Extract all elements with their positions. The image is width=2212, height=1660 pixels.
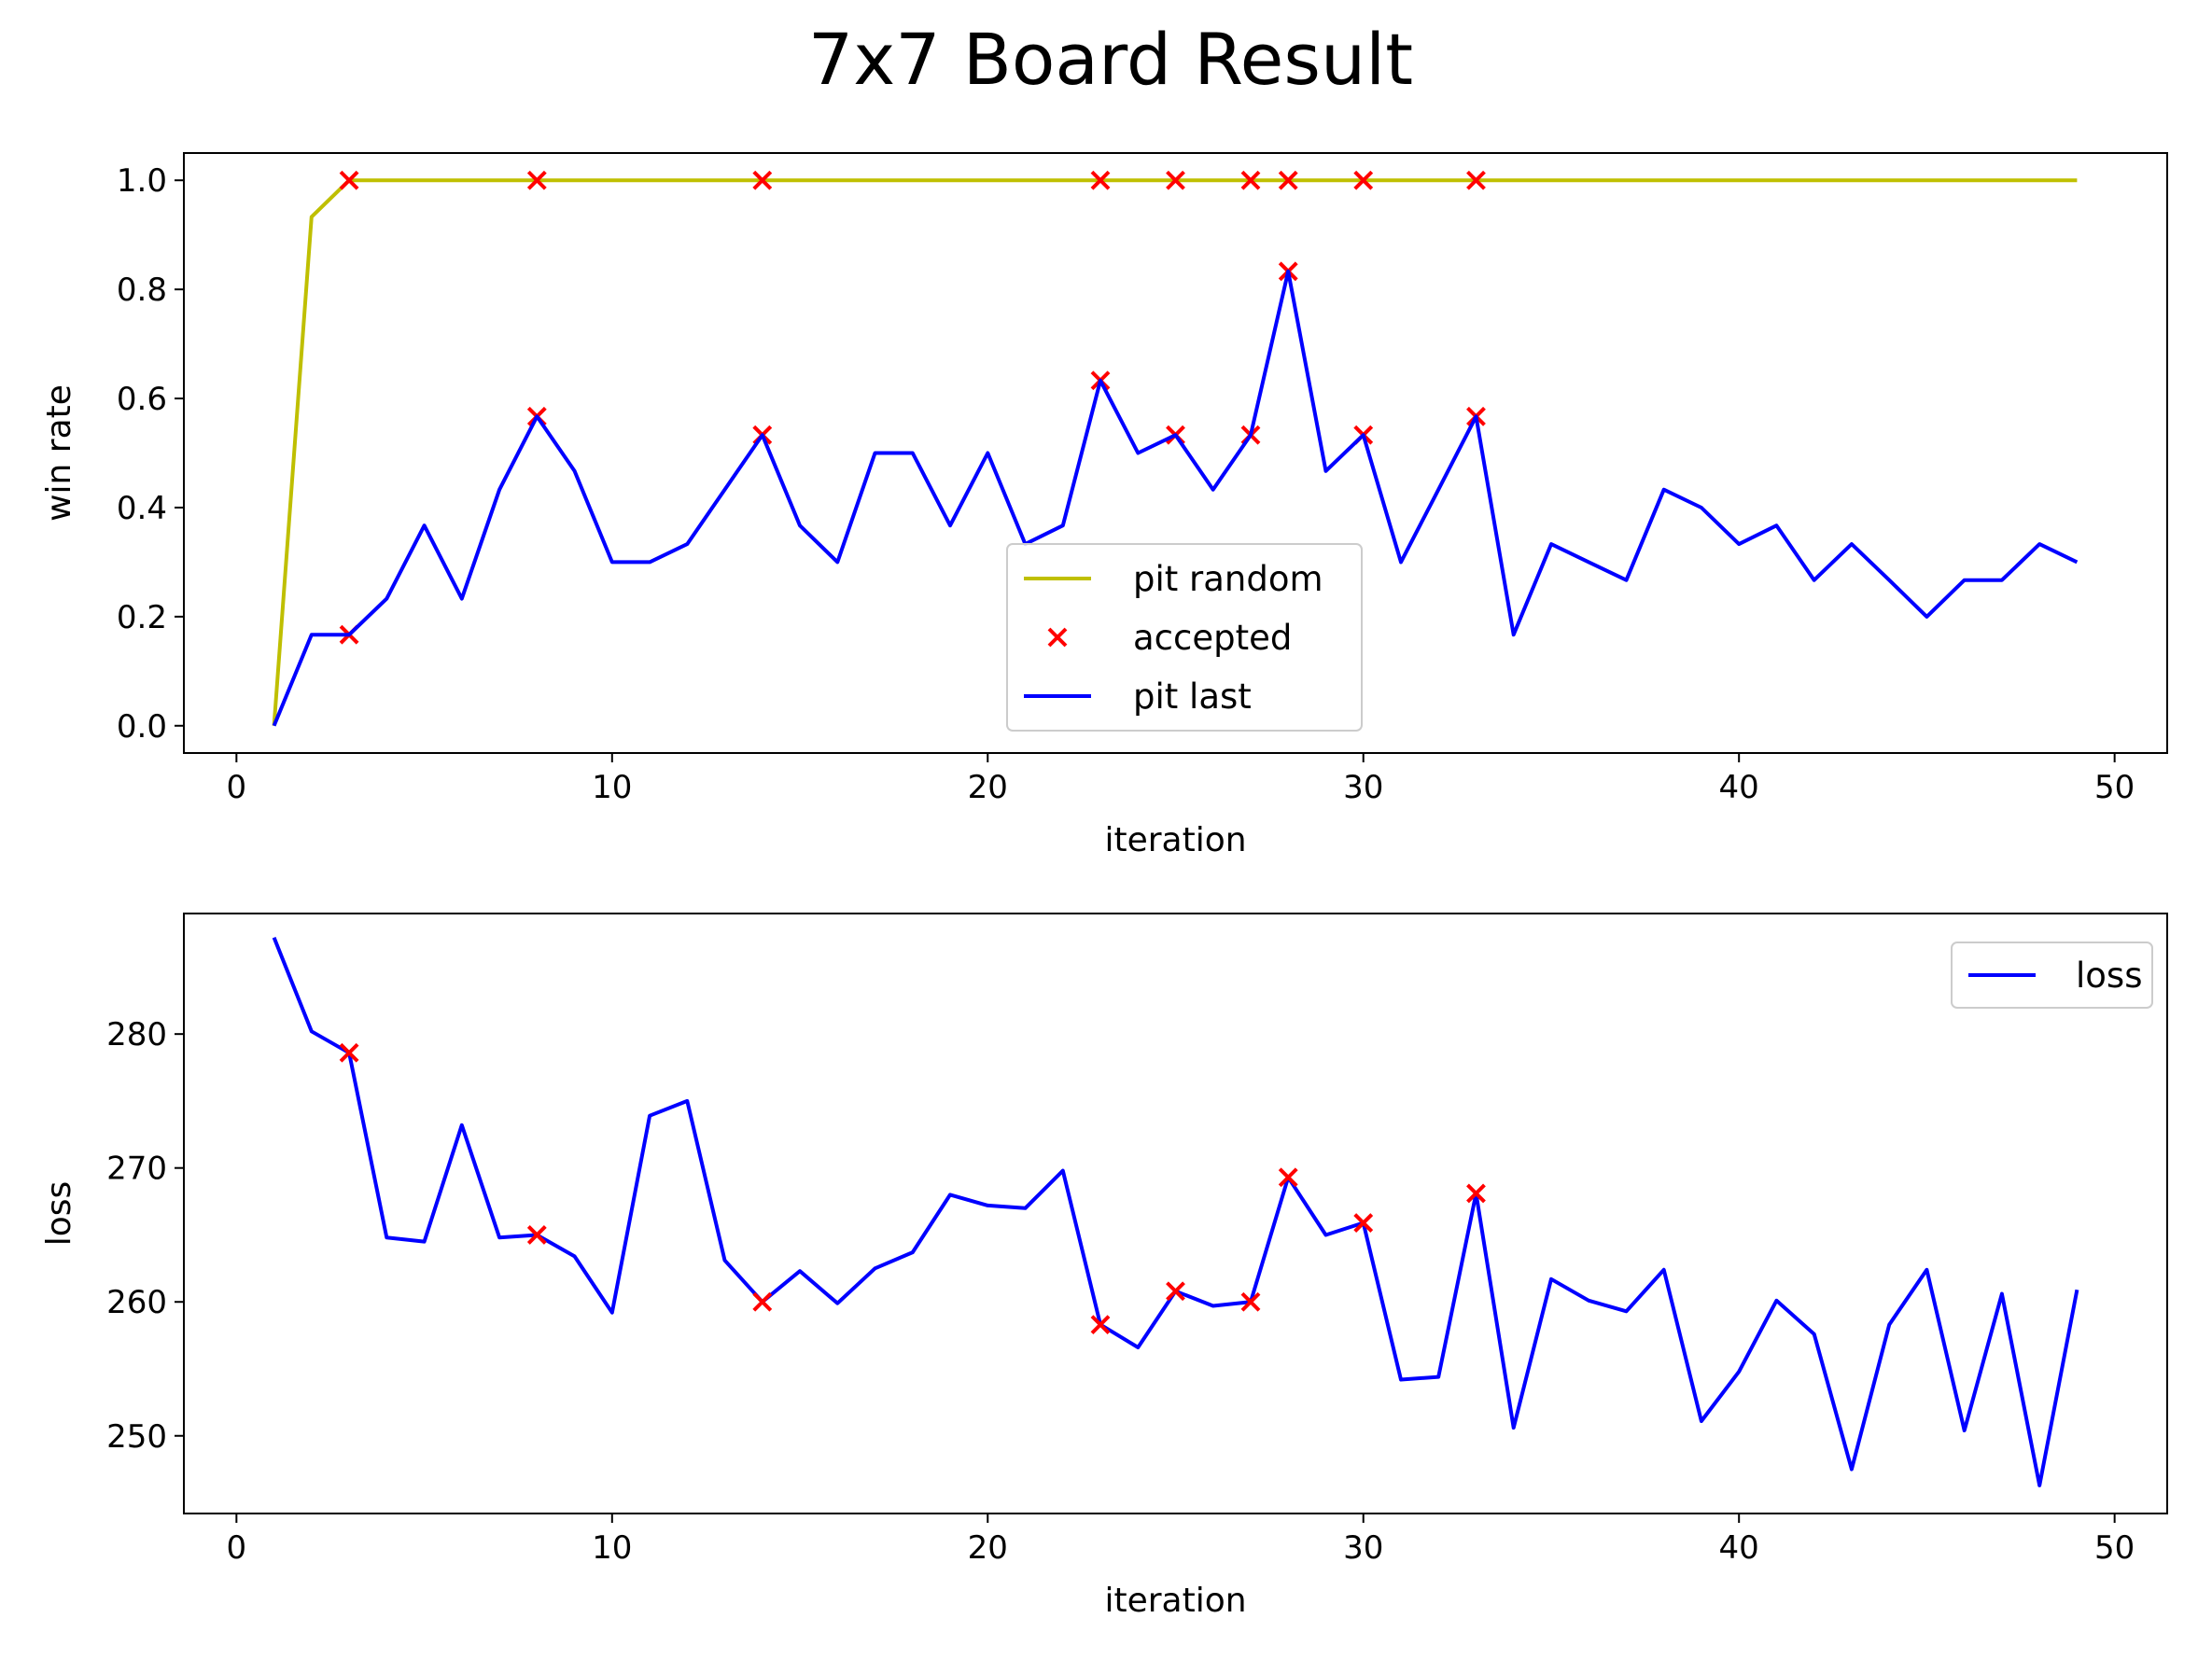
loss-y-tick-label: 250	[106, 1418, 167, 1456]
loss-x-tick-label: 30	[1343, 1529, 1383, 1567]
loss-accepted-marker	[526, 1225, 547, 1245]
winrate-y-axis-label: win rate	[40, 384, 78, 522]
winrate-x-tick-label: 10	[592, 769, 632, 806]
winrate-x-tick-label: 0	[227, 769, 247, 806]
winrate-accepted-marker	[339, 170, 359, 190]
winrate-accepted-marker	[526, 170, 547, 190]
loss-axes-frame	[183, 913, 2168, 1514]
winrate-accepted-marker	[1090, 170, 1111, 190]
winrate-accepted-marker	[1166, 170, 1185, 190]
winrate-x-tick-label: 30	[1343, 769, 1383, 806]
loss-accepted-marker	[1353, 1213, 1374, 1233]
loss-y-tick-label: 270	[106, 1151, 167, 1188]
loss-accepted-marker	[1466, 1183, 1486, 1204]
winrate-accepted-marker	[752, 170, 773, 190]
loss-x-axis-label: iteration	[1104, 1582, 1246, 1620]
winrate-accepted-marker	[1353, 170, 1374, 190]
chart-title: 7x7 Board Result	[808, 18, 1413, 101]
winrate-legend: pit random accepted pit last	[1006, 543, 1363, 732]
winrate-y-tick-label: 1.0	[117, 162, 167, 200]
loss-accepted-marker	[1166, 1281, 1185, 1302]
loss-x-tick-label: 40	[1719, 1529, 1759, 1567]
winrate-accepted-marker	[1240, 170, 1261, 190]
loss-accepted-marker	[339, 1042, 359, 1063]
winrate-accepted-marker	[1278, 170, 1298, 190]
loss-y-tick-label: 280	[106, 1016, 167, 1053]
winrate-axes-frame	[183, 152, 2168, 754]
loss-x-tick-label: 50	[2094, 1529, 2135, 1567]
winrate-y-tick-label: 0.4	[117, 490, 167, 527]
legend-label-pit-last: pit last	[1133, 677, 1252, 717]
loss-legend: loss	[1951, 942, 2153, 1009]
winrate-x-tick-label: 50	[2094, 769, 2135, 806]
loss-accepted-marker	[1090, 1315, 1111, 1335]
loss-y-tick-label: 260	[106, 1284, 167, 1321]
winrate-plot: 0 10 20 30 40 50 0.0 0.2 0.4 0.6 0.8 1.0 iteration wi…	[40, 152, 2168, 859]
loss-plot: 0 10 20 30 40 50 250 260 270 280 iteration loss loss	[40, 913, 2168, 1620]
winrate-series-pit-last	[272, 269, 2079, 727]
winrate-y-tick-label: 0.8	[117, 272, 167, 309]
legend-swatch-accepted	[1047, 627, 1068, 648]
loss-accepted-marker	[1240, 1291, 1261, 1312]
loss-accepted-marker	[1278, 1167, 1298, 1188]
winrate-x-tick-label: 20	[968, 769, 1008, 806]
winrate-accepted-marker	[1466, 170, 1486, 190]
loss-accepted-marker	[752, 1291, 773, 1312]
legend-label-accepted: accepted	[1133, 618, 1292, 658]
legend-label-loss: loss	[2076, 956, 2142, 996]
winrate-x-tick-label: 40	[1719, 769, 1759, 806]
legend-label-pit-random: pit random	[1133, 559, 1323, 599]
winrate-y-tick-label: 0.6	[117, 381, 167, 418]
winrate-x-axis-label: iteration	[1104, 821, 1246, 859]
winrate-y-tick-label: 0.2	[117, 599, 167, 636]
loss-x-tick-label: 0	[227, 1529, 247, 1567]
loss-y-axis-label: loss	[40, 1181, 78, 1247]
loss-x-tick-label: 10	[592, 1529, 632, 1567]
loss-x-tick-label: 20	[968, 1529, 1008, 1567]
winrate-y-tick-label: 0.0	[117, 708, 167, 746]
